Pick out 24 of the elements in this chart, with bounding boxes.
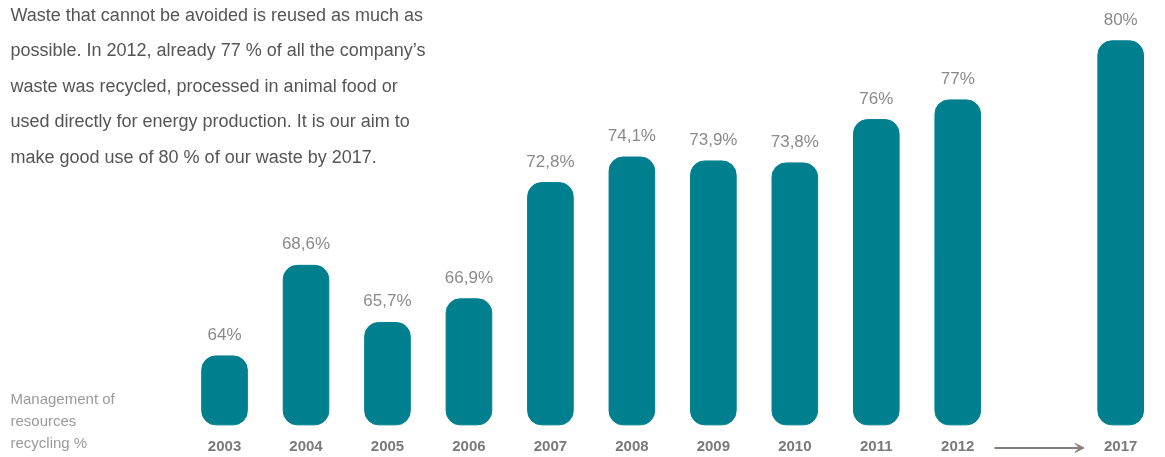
data-label: 66,9% [444,267,494,287]
data-label: 65,7% [363,291,412,311]
x-tick-label: 2007 [533,436,568,454]
x-tick-label: 2011 [860,436,893,454]
data-label: 72,8% [526,151,575,171]
data-label: 77% [940,68,975,88]
x-tick-label: 2005 [370,436,405,454]
x-tick-label: 2009 [696,436,731,454]
y-axis-title: Management of resources recycling % [10,389,116,451]
data-label: 76% [859,88,894,108]
x-tick-label: 2006 [452,436,486,454]
annotation: Waste that cannot be avoided is reused as much as possible. In 2012, already 77 % of all the company’s waste was recycled, processed in animal food or used directly for energy production. It is our aim to make good use of 80 % of our waste by 2017. [9,4,426,167]
data-label: 64% [207,324,242,344]
data-label: 68,6% [281,234,331,254]
x-tick-label: 2012 [941,436,975,454]
x-tick-label: 2010 [778,436,812,454]
data-label: 80% [1103,9,1138,29]
data-label: 74,1% [607,126,656,146]
x-tick-label: 2008 [615,436,649,454]
data-label: 73,8% [770,131,819,151]
data-label: 73,9% [689,129,738,149]
x-tick-label: 2004 [289,436,324,454]
x-tick-label: 2003 [207,436,242,454]
x-tick-label: 2017 [1104,436,1138,454]
